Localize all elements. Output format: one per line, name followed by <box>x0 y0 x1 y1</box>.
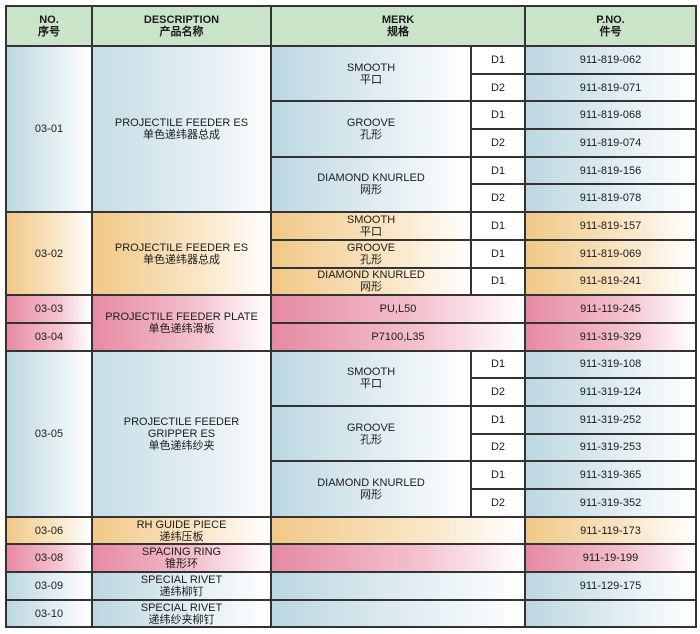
table-row: 03-04 P7100,L35 911-319-329 <box>5 321 698 352</box>
item-no: 03-10 <box>5 598 93 629</box>
merk-cell: DIAMOND KNURLED 网形 <box>270 460 472 518</box>
item-description: PROJECTILE FEEDER ES 单色递纬器总成 <box>91 44 272 214</box>
table-row: D2 911-819-078 <box>6 183 698 214</box>
merk-cell: P7100,L35 <box>269 321 527 352</box>
part-number: 911-819-078 <box>524 183 698 214</box>
table-row: D2 911-819-071 <box>6 72 698 103</box>
variant-cell: D2 <box>469 183 527 214</box>
table-row: D2 911-319-124 <box>6 377 698 407</box>
part-number: 911-319-329 <box>524 321 698 352</box>
variant-cell: D2 <box>469 128 527 158</box>
variant-cell: D1 <box>469 155 527 186</box>
header-merk: MERK 规格 <box>269 5 527 47</box>
part-number: 911-819-157 <box>524 211 698 241</box>
part-number: 911-19-199 <box>524 543 698 574</box>
item-no: 03-03 <box>5 294 93 324</box>
table-row: 03-03 PROJECTILE FEEDER PLATE 单色递纬滑板 PU,L… <box>5 294 698 352</box>
part-number: 911-319-108 <box>524 349 698 380</box>
item-no: 03-09 <box>5 571 93 601</box>
part-number: 911-819-156 <box>524 155 698 186</box>
item-no: 03-02 <box>5 211 93 297</box>
item-description: PROJECTILE FEEDER PLATE 单色递纬滑板 <box>91 294 272 352</box>
merk-cell: SMOOTH 平口 <box>270 349 472 407</box>
part-number: 911-119-245 <box>524 294 698 324</box>
variant-cell: D1 <box>469 100 527 131</box>
header-pno: P.NO. 件号 <box>524 5 698 47</box>
item-description: SPECIAL RIVET 递纬柳钉 <box>91 571 272 601</box>
part-number: 911-319-365 <box>524 460 698 490</box>
part-number: 911-129-175 <box>524 571 698 601</box>
item-description: RH GUIDE PIECE 递纬压板 <box>91 515 272 546</box>
part-number: 911-319-124 <box>524 377 698 407</box>
part-number: 911-119-173 <box>524 515 698 546</box>
header-row: NO. 序号 DESCRIPTION 产品名称 MERK 规格 P.NO. 件号 <box>5 5 698 47</box>
table-row: DIAMOND KNURLED 网形 D1 911-819-156 <box>6 155 698 214</box>
variant-cell: D1 <box>469 211 527 241</box>
part-number: 911-319-352 <box>524 488 698 518</box>
table-row: D2 911-319-253 <box>6 432 698 463</box>
variant-cell: D1 <box>469 460 527 490</box>
merk-cell: SMOOTH 平口 <box>270 44 472 103</box>
variant-cell: D1 <box>469 404 527 435</box>
merk-cell: GROOVE 孔形 <box>270 238 472 269</box>
table-row: 03-08 SPACING RING 锥形环 911-19-199 <box>5 543 698 574</box>
item-no: 03-06 <box>5 515 93 546</box>
variant-cell: D1 <box>469 238 527 269</box>
merk-cell: PU,L50 <box>269 294 527 324</box>
part-number: 911-819-062 <box>524 45 698 75</box>
table-row: 03-05 PROJECTILE FEEDER GRIPPER ES 单色递纬纱夹 … <box>5 349 698 518</box>
item-no: 03-08 <box>5 543 93 574</box>
part-number: 911-819-074 <box>524 128 698 158</box>
item-no: 03-01 <box>5 44 93 214</box>
variant-cell: D2 <box>469 377 527 407</box>
merk-cell: SMOOTH 平口 <box>270 211 472 241</box>
part-number: 911-319-252 <box>524 404 698 435</box>
item-no: 03-04 <box>5 321 93 352</box>
variant-cell: D1 <box>469 266 527 297</box>
table-row: D2 911-819-074 <box>6 128 698 158</box>
item-no: 03-05 <box>5 349 93 518</box>
variant-cell: D2 <box>469 72 527 103</box>
merk-cell: GROOVE 孔形 <box>270 100 472 158</box>
part-number: 911-819-069 <box>524 238 698 269</box>
parts-table: NO. 序号 DESCRIPTION 产品名称 MERK 规格 P.NO. 件号 03-… <box>5 5 698 629</box>
merk-cell: GROOVE 孔形 <box>270 404 472 463</box>
table-row: 03-01 PROJECTILE FEEDER ES 单色递纬器总成 SMOOTH… <box>5 44 698 214</box>
merk-cell <box>269 571 527 601</box>
item-description: SPACING RING 锥形环 <box>91 543 272 574</box>
table-row: D2 911-319-352 <box>6 488 698 518</box>
table-row: 03-10 SPECIAL RIVET 递纬纱夹柳钉 <box>5 598 698 629</box>
merk-cell: DIAMOND KNURLED 网形 <box>270 266 472 297</box>
table-row: DIAMOND KNURLED 网形 D1 911-819-241 <box>6 266 698 297</box>
table-row: GROOVE 孔形 D1 911-319-252 <box>6 404 698 463</box>
part-number <box>524 598 698 629</box>
table-row: GROOVE 孔形 D1 911-819-069 <box>6 238 698 269</box>
part-number: 911-319-253 <box>524 432 698 463</box>
item-description: SPECIAL RIVET 递纬纱夹柳钉 <box>91 598 272 629</box>
part-number: 911-819-071 <box>524 72 698 103</box>
header-no: NO. 序号 <box>5 5 93 47</box>
table-row: GROOVE 孔形 D1 911-819-068 <box>6 100 698 158</box>
item-description: PROJECTILE FEEDER GRIPPER ES 单色递纬纱夹 <box>91 349 272 518</box>
header-description: DESCRIPTION 产品名称 <box>91 5 272 47</box>
part-number: 911-819-241 <box>524 266 698 297</box>
variant-cell: D2 <box>469 432 527 463</box>
table-row: 03-06 RH GUIDE PIECE 递纬压板 911-119-173 <box>5 515 698 546</box>
part-number: 911-819-068 <box>524 100 698 131</box>
merk-cell <box>269 543 527 574</box>
merk-cell <box>269 515 527 546</box>
table-row: DIAMOND KNURLED 网形 D1 911-319-365 <box>6 460 698 518</box>
variant-cell: D1 <box>469 349 527 380</box>
merk-cell <box>269 598 527 629</box>
variant-cell: D1 <box>469 45 527 75</box>
table-row: 03-02 PROJECTILE FEEDER ES 单色递纬器总成 SMOOTH… <box>5 211 698 297</box>
item-description: PROJECTILE FEEDER ES 单色递纬器总成 <box>91 211 272 297</box>
variant-cell: D2 <box>469 488 527 518</box>
merk-cell: DIAMOND KNURLED 网形 <box>270 155 472 214</box>
table-row: 03-09 SPECIAL RIVET 递纬柳钉 911-129-175 <box>5 571 698 601</box>
